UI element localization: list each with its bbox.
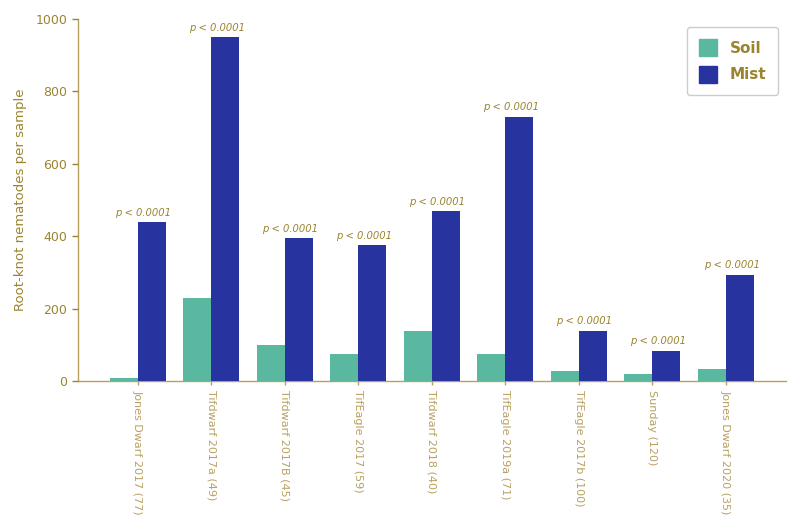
Bar bbox=[698, 369, 726, 381]
Text: p < 0.0001: p < 0.0001 bbox=[115, 207, 171, 217]
Bar bbox=[404, 331, 432, 381]
Bar bbox=[726, 275, 754, 381]
Text: p < 0.0001: p < 0.0001 bbox=[336, 231, 392, 241]
Text: p < 0.0001: p < 0.0001 bbox=[262, 224, 318, 234]
Bar bbox=[330, 354, 358, 381]
Bar bbox=[432, 211, 460, 381]
Y-axis label: Root-knot nematodes per sample: Root-knot nematodes per sample bbox=[14, 89, 27, 312]
Bar bbox=[478, 354, 506, 381]
Bar bbox=[625, 374, 653, 381]
Bar bbox=[138, 222, 166, 381]
Text: p < 0.0001: p < 0.0001 bbox=[189, 23, 245, 33]
Text: p < 0.0001: p < 0.0001 bbox=[703, 260, 759, 270]
Text: p < 0.0001: p < 0.0001 bbox=[483, 103, 539, 113]
Bar bbox=[551, 371, 579, 381]
Legend: Soil, Mist: Soil, Mist bbox=[687, 26, 778, 95]
Bar bbox=[183, 298, 211, 381]
Bar bbox=[110, 378, 138, 381]
Text: p < 0.0001: p < 0.0001 bbox=[557, 316, 613, 326]
Bar bbox=[257, 345, 285, 381]
Bar bbox=[506, 117, 534, 381]
Bar bbox=[358, 245, 386, 381]
Bar bbox=[285, 238, 313, 381]
Text: p < 0.0001: p < 0.0001 bbox=[630, 336, 686, 346]
Bar bbox=[653, 351, 680, 381]
Bar bbox=[579, 331, 607, 381]
Bar bbox=[211, 37, 239, 381]
Text: p < 0.0001: p < 0.0001 bbox=[410, 197, 466, 207]
